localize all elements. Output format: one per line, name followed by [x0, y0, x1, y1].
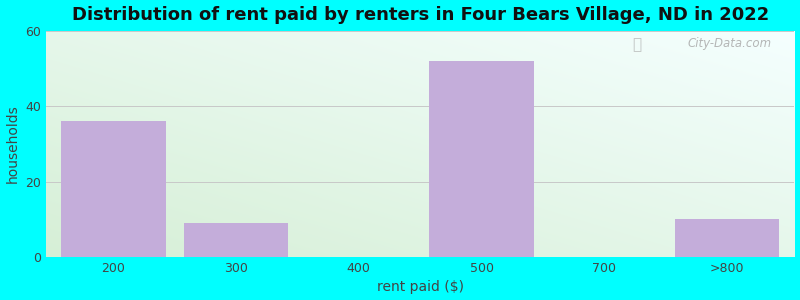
Bar [674, 219, 779, 257]
Text: City-Data.com: City-Data.com [688, 38, 772, 50]
Title: Distribution of rent paid by renters in Four Bears Village, ND in 2022: Distribution of rent paid by renters in … [71, 6, 769, 24]
Bar [184, 223, 288, 257]
Bar [61, 121, 166, 257]
Y-axis label: households: households [6, 104, 19, 183]
Text: ⌕: ⌕ [632, 38, 641, 52]
Bar [430, 61, 534, 257]
X-axis label: rent paid ($): rent paid ($) [377, 280, 464, 294]
